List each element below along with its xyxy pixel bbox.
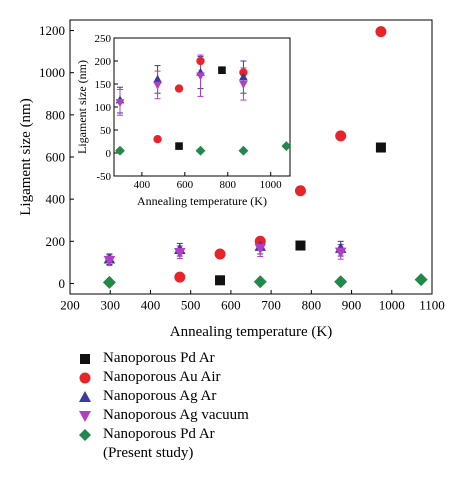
main-x-tick-label: 1000 xyxy=(379,297,405,312)
inset-x-tick-label: 800 xyxy=(220,179,237,191)
inset-y-tick-label: -50 xyxy=(96,171,111,183)
inset-y-tick-label: 100 xyxy=(95,102,112,114)
main-x-axis-label: Annealing temperature (K) xyxy=(170,324,332,340)
inset-data-point-square xyxy=(218,66,226,74)
inset-x-tick-label: 1000 xyxy=(260,179,283,191)
inset-data-point-diamond xyxy=(238,145,249,156)
legend-label: Nanoporous Ag vacuum xyxy=(103,407,249,423)
legend-item-4: Nanoporous Pd Ar xyxy=(75,425,405,444)
inset-x-tick-label: 400 xyxy=(134,179,151,191)
main-x-tick-label: 900 xyxy=(342,297,362,312)
main-x-tick-label: 400 xyxy=(141,297,161,312)
inset-y-tick-label: 50 xyxy=(100,125,112,137)
main-data-point-triangle-down xyxy=(334,247,347,259)
main-data-point-circle xyxy=(294,185,306,197)
legend-triangle-down-marker-icon xyxy=(79,410,91,422)
inset-y-tick-label: 250 xyxy=(95,33,112,45)
main-x-tick-label: 300 xyxy=(100,297,120,312)
inset-data-point-circle xyxy=(196,56,205,66)
main-data-point-square xyxy=(375,142,386,153)
main-y-tick-label: 1000 xyxy=(39,65,65,80)
inset-data-point-triangle-down xyxy=(115,99,125,108)
main-data-point-triangle-down xyxy=(174,248,186,259)
inset-y-tick-label: 200 xyxy=(95,56,112,68)
inset-data-point-circle xyxy=(174,84,184,93)
legend-item-4-line2: (Present study) xyxy=(75,444,405,463)
inset-data-point-triangle-up xyxy=(153,74,162,83)
legend-label: Nanoporous Pd Ar xyxy=(103,350,215,366)
legend-diamond-marker-icon xyxy=(79,428,91,441)
inset-data-point-square xyxy=(175,142,183,150)
legend-triangle-up-marker-icon xyxy=(79,390,91,402)
main-y-tick-label: 600 xyxy=(46,150,66,165)
main-x-tick-label: 1100 xyxy=(419,297,445,312)
main-data-point-circle xyxy=(174,271,186,283)
main-data-point-square xyxy=(215,275,226,286)
main-data-point-triangle-down xyxy=(103,256,116,267)
legend-item-0: Nanoporous Pd Ar xyxy=(75,349,405,368)
legend: Nanoporous Pd Ar Nanoporous Au Air Nanop… xyxy=(75,349,405,463)
inset-data-point-triangle-down xyxy=(239,80,248,89)
main-y-tick-label: 400 xyxy=(46,192,66,207)
main-data-point-diamond xyxy=(253,275,267,289)
inset-x-axis-label: Annealing temperature (K) xyxy=(137,194,267,208)
main-data-point-diamond xyxy=(102,275,116,289)
legend-item-1: Nanoporous Au Air xyxy=(75,368,405,387)
legend-label: Nanoporous Au Air xyxy=(103,369,221,385)
inset-data-point-triangle-up xyxy=(239,72,248,81)
inset-y-axis-label: Ligament size (nm) xyxy=(75,60,89,154)
main-data-point-diamond xyxy=(334,275,348,289)
inset-data-point-diamond xyxy=(115,145,125,156)
main-data-point-diamond xyxy=(414,273,428,287)
main-data-point-triangle-down xyxy=(254,243,267,255)
legend-item-3: Nanoporous Ag vacuum xyxy=(75,406,405,425)
inset-data-point-diamond xyxy=(195,145,206,156)
inset-data-point-diamond xyxy=(281,141,292,152)
main-data-point-circle xyxy=(375,26,387,38)
legend-label-line2: (Present study) xyxy=(103,445,194,461)
main-data-point-circle xyxy=(214,248,226,260)
legend-square-marker-icon xyxy=(80,353,90,364)
inset-y-tick-label: 0 xyxy=(106,148,112,160)
main-x-tick-label: 500 xyxy=(181,297,201,312)
main-x-tick-label: 800 xyxy=(302,297,322,312)
main-y-tick-label: 0 xyxy=(59,276,66,291)
inset-data-point-circle xyxy=(153,135,162,144)
inset-data-point-triangle-down xyxy=(196,72,205,81)
main-y-axis-label: Ligament size (nm) xyxy=(18,98,34,215)
main-y-tick-label: 200 xyxy=(46,234,66,249)
main-x-tick-label: 700 xyxy=(261,297,281,312)
legend-label: Nanoporous Ag Ar xyxy=(103,388,217,404)
inset-y-tick-label: 150 xyxy=(95,79,112,91)
inset-x-tick-label: 600 xyxy=(177,179,194,191)
main-y-tick-label: 800 xyxy=(46,107,66,122)
legend-item-2: Nanoporous Ag Ar xyxy=(75,387,405,406)
main-data-point-square xyxy=(295,240,306,251)
inset-data-point-triangle-down xyxy=(153,81,162,90)
legend-circle-marker-icon xyxy=(79,372,91,383)
legend-label: Nanoporous Pd Ar xyxy=(103,426,215,442)
main-y-tick-label: 1200 xyxy=(39,23,65,38)
main-x-tick-label: 600 xyxy=(221,297,241,312)
main-x-tick-label: 200 xyxy=(60,297,80,312)
main-data-point-circle xyxy=(335,130,347,142)
